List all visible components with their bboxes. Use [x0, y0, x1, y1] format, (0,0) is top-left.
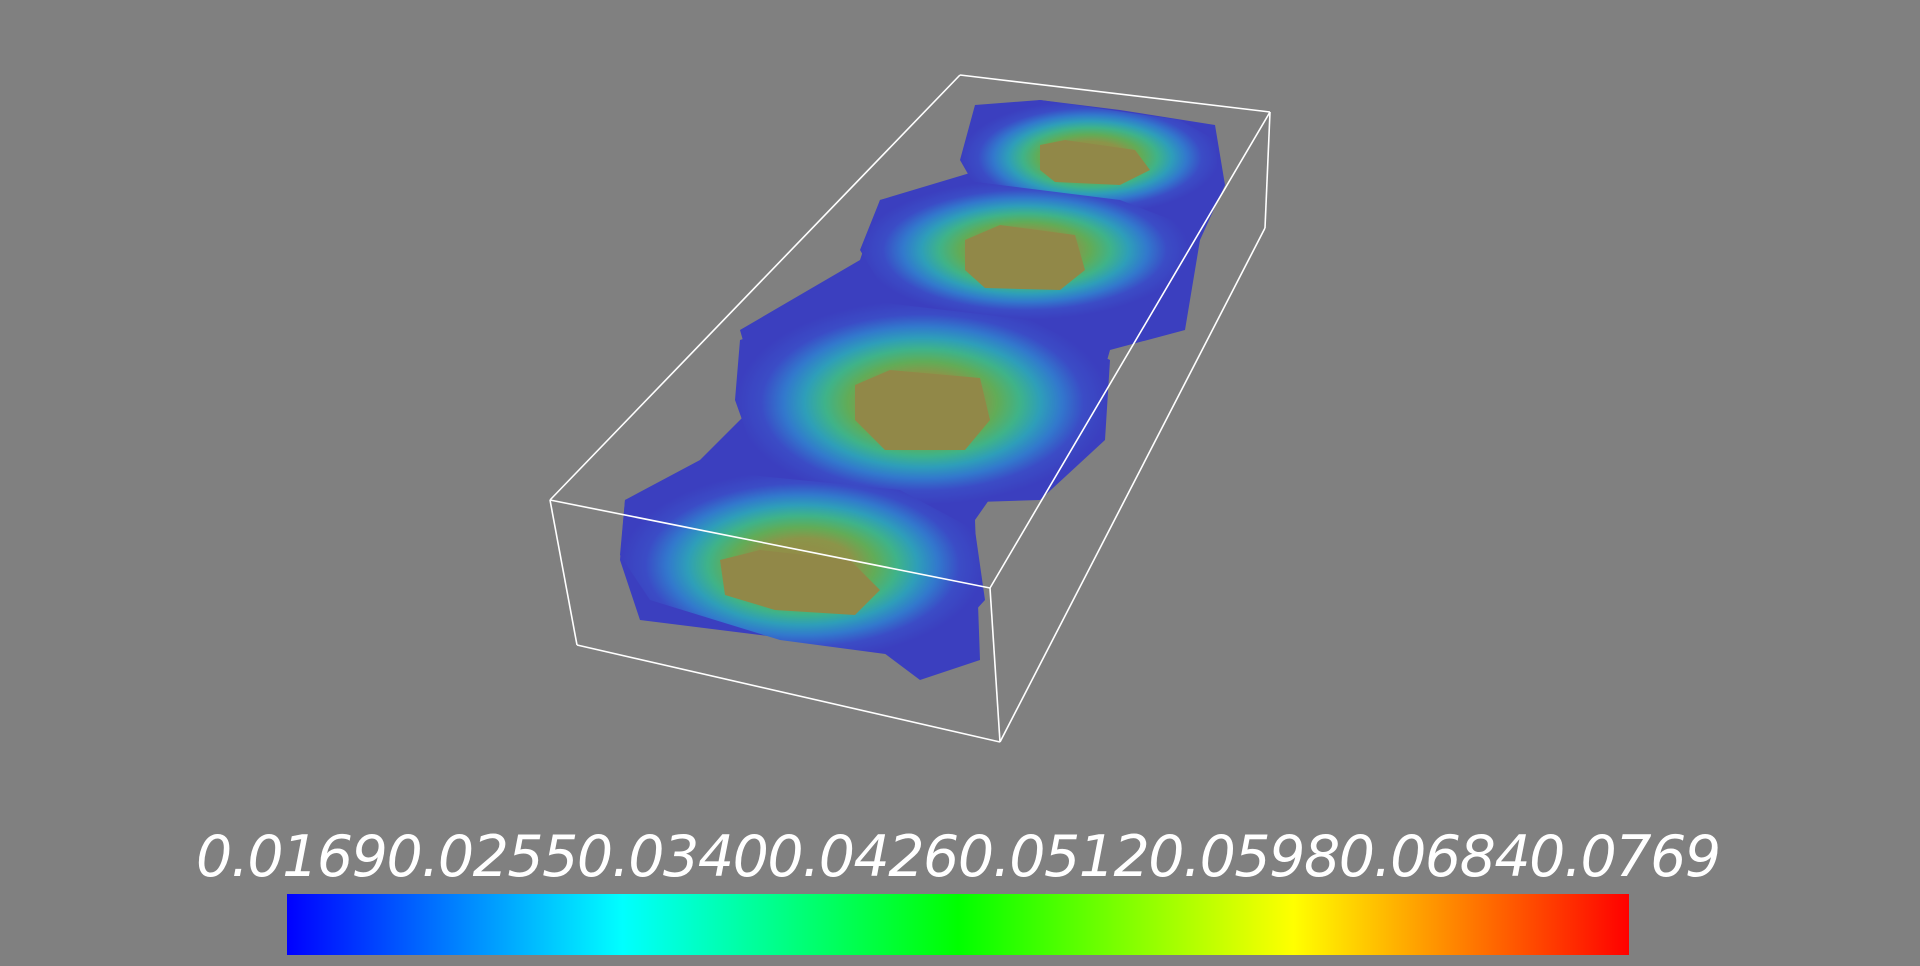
colorbar: [287, 894, 1629, 955]
colorbar-tick-label: 0.0512: [957, 824, 1150, 890]
field-lobe-4: [620, 470, 985, 660]
colorbar-tick-label: 0.0598: [1148, 824, 1340, 890]
colorbar-tick-label: 0.0169: [196, 824, 388, 890]
colorbar-tick-label: 0.0255: [386, 824, 578, 890]
colorbar-tick-labels: 0.0169 0.0255 0.0340 0.0426 0.0512 0.059…: [196, 822, 1736, 892]
field-lobe-1: [960, 100, 1220, 215]
colorbar-tick-label: 0.0426: [767, 824, 959, 890]
colorbar-tick-label: 0.0769: [1529, 824, 1721, 890]
bounding-box-back: [549, 74, 1271, 501]
field-lobe-3: [735, 300, 1110, 505]
colorbar-tick-label: 0.0340: [576, 824, 769, 890]
density-field: [620, 100, 1225, 680]
colorbar-tick-label: 0.0684: [1338, 824, 1531, 890]
bounding-box-front: [549, 111, 1271, 743]
field-lobe-2: [860, 180, 1190, 320]
